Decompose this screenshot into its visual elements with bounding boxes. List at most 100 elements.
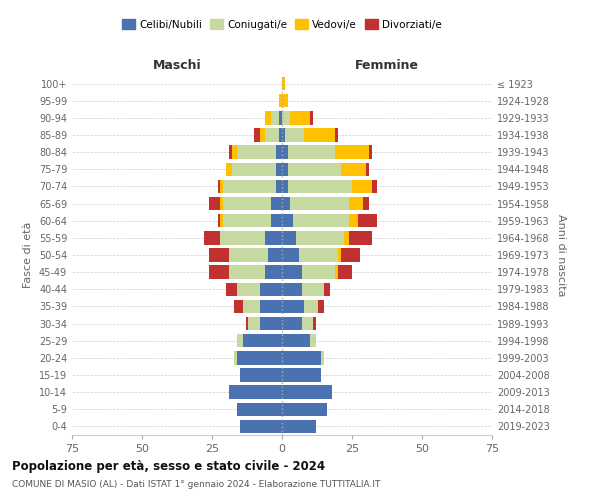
Bar — [293, 214, 349, 228]
Bar — [223, 197, 271, 210]
Bar — [296, 231, 344, 244]
Bar — [313, 317, 316, 330]
Bar — [223, 180, 277, 193]
Bar — [223, 214, 271, 228]
Bar — [277, 146, 282, 159]
Bar — [282, 420, 316, 433]
Text: Maschi: Maschi — [152, 58, 202, 71]
Bar — [254, 128, 260, 141]
Bar — [220, 180, 223, 193]
Bar — [248, 317, 260, 330]
Bar — [335, 128, 338, 141]
Bar — [268, 248, 282, 262]
Bar — [245, 317, 248, 330]
Bar — [282, 94, 287, 108]
Bar — [279, 94, 282, 108]
Bar — [240, 368, 282, 382]
Bar — [282, 146, 287, 159]
Bar — [240, 420, 282, 433]
Y-axis label: Fasce di età: Fasce di età — [23, 222, 33, 288]
Bar — [282, 128, 285, 141]
Bar — [324, 282, 329, 296]
Bar — [220, 197, 223, 210]
Bar — [271, 111, 279, 124]
Bar — [260, 282, 282, 296]
Bar — [279, 111, 282, 124]
Bar — [282, 282, 302, 296]
Bar — [237, 351, 282, 364]
Bar — [260, 300, 282, 313]
Bar — [304, 300, 319, 313]
Bar — [232, 162, 277, 176]
Bar — [260, 128, 265, 141]
Bar — [304, 128, 335, 141]
Bar — [287, 180, 352, 193]
Bar — [287, 146, 335, 159]
Bar — [335, 146, 369, 159]
Legend: Celibi/Nubili, Coniugati/e, Vedovi/e, Divorziati/e: Celibi/Nubili, Coniugati/e, Vedovi/e, Di… — [118, 15, 446, 34]
Bar — [203, 231, 220, 244]
Bar — [282, 180, 287, 193]
Bar — [319, 300, 324, 313]
Bar — [220, 214, 223, 228]
Bar — [282, 162, 287, 176]
Bar — [338, 266, 352, 279]
Bar — [237, 146, 277, 159]
Bar — [229, 266, 265, 279]
Bar — [282, 77, 285, 90]
Bar — [232, 146, 237, 159]
Bar — [282, 111, 290, 124]
Bar — [282, 248, 299, 262]
Bar — [282, 402, 327, 416]
Bar — [279, 128, 282, 141]
Bar — [349, 214, 358, 228]
Bar — [209, 248, 229, 262]
Bar — [265, 231, 282, 244]
Bar — [282, 300, 304, 313]
Bar — [282, 351, 321, 364]
Bar — [243, 300, 260, 313]
Bar — [282, 334, 310, 347]
Bar — [282, 197, 290, 210]
Bar — [218, 180, 220, 193]
Bar — [302, 317, 313, 330]
Bar — [218, 214, 220, 228]
Bar — [226, 282, 237, 296]
Bar — [371, 180, 377, 193]
Bar — [366, 162, 369, 176]
Bar — [220, 231, 265, 244]
Bar — [229, 248, 268, 262]
Bar — [265, 111, 271, 124]
Bar — [338, 248, 341, 262]
Bar — [243, 334, 282, 347]
Bar — [277, 162, 282, 176]
Bar — [209, 197, 220, 210]
Bar — [287, 162, 341, 176]
Bar — [277, 180, 282, 193]
Bar — [285, 128, 304, 141]
Bar — [282, 386, 332, 399]
Bar — [352, 180, 371, 193]
Bar — [237, 402, 282, 416]
Bar — [290, 111, 310, 124]
Bar — [335, 266, 338, 279]
Bar — [260, 317, 282, 330]
Bar — [282, 317, 302, 330]
Y-axis label: Anni di nascita: Anni di nascita — [556, 214, 566, 296]
Bar — [265, 266, 282, 279]
Text: Femmine: Femmine — [355, 58, 419, 71]
Bar — [299, 248, 338, 262]
Bar — [363, 197, 369, 210]
Bar — [226, 162, 232, 176]
Bar — [369, 146, 371, 159]
Bar — [271, 214, 282, 228]
Bar — [321, 351, 324, 364]
Bar — [265, 128, 279, 141]
Bar — [282, 368, 321, 382]
Bar — [302, 266, 335, 279]
Bar — [235, 300, 243, 313]
Bar — [282, 214, 293, 228]
Text: COMUNE DI MASIO (AL) - Dati ISTAT 1° gennaio 2024 - Elaborazione TUTTITALIA.IT: COMUNE DI MASIO (AL) - Dati ISTAT 1° gen… — [12, 480, 380, 489]
Bar — [310, 334, 316, 347]
Bar — [282, 231, 296, 244]
